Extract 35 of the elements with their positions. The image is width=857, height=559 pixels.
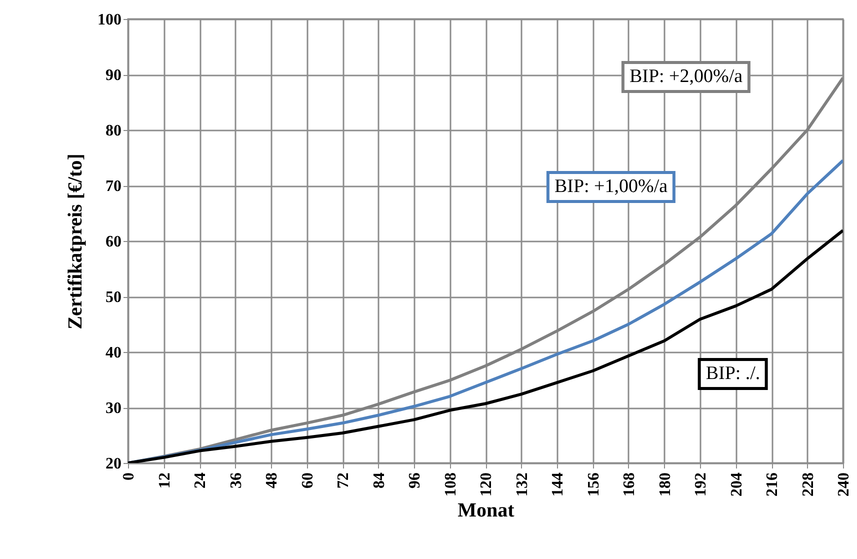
- x-tick-label: 192: [692, 472, 710, 496]
- x-tick-label: 144: [550, 472, 566, 496]
- y-tick-label: 40: [106, 344, 122, 362]
- x-tick-label: 72: [335, 472, 352, 488]
- x-tick-label: 204: [728, 472, 746, 496]
- y-tick-label: 80: [106, 122, 122, 140]
- x-tick-label: 156: [585, 472, 602, 496]
- text: BIP: ./.: [698, 358, 768, 390]
- x-tick-label: 216: [764, 472, 781, 496]
- y-axis-title: Zertifikatpreis [€/to]: [64, 154, 86, 330]
- y-tick-label: 100: [98, 12, 122, 28]
- text: BIP: +2,00%/a: [621, 61, 751, 93]
- x-tick-label: 12: [156, 472, 174, 488]
- x-tick-label: 84: [370, 472, 388, 488]
- x-tick-label: 24: [192, 472, 209, 488]
- x-tick-label: 132: [514, 472, 531, 496]
- x-tick-label: 36: [228, 472, 245, 488]
- x-tick-label: 228: [800, 472, 817, 496]
- y-tick-label: 20: [106, 456, 122, 472]
- x-tick-label: 108: [442, 472, 460, 496]
- x-tick-label: 168: [621, 472, 638, 496]
- y-tick-label: 90: [106, 67, 122, 84]
- x-tick-label: 48: [264, 472, 280, 488]
- x-axis-title: Monat: [458, 500, 515, 522]
- x-tick-label: 0: [120, 472, 138, 480]
- y-tick-label: 60: [106, 234, 122, 250]
- x-tick-label: 60: [299, 472, 316, 488]
- y-tick-label: 30: [106, 400, 122, 417]
- y-tick-label: 50: [106, 289, 122, 306]
- text: BIP: +1,00%/a: [546, 171, 676, 203]
- y-tick-label: 70: [106, 178, 122, 195]
- x-tick-label: 120: [478, 472, 495, 496]
- x-tick-label: 96: [406, 472, 424, 488]
- x-tick-label: 180: [656, 472, 674, 496]
- x-tick-label: 240: [836, 472, 852, 496]
